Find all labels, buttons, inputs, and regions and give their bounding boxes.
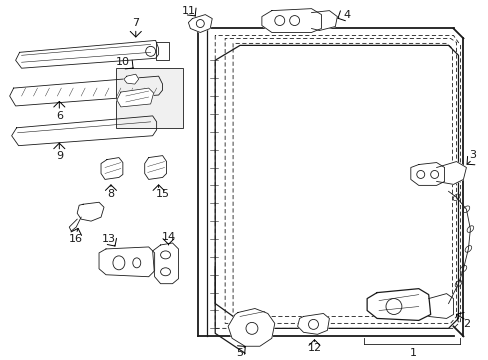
- Text: 6: 6: [56, 111, 62, 121]
- Polygon shape: [428, 294, 452, 319]
- Polygon shape: [410, 163, 444, 185]
- Polygon shape: [123, 74, 139, 84]
- Polygon shape: [77, 202, 104, 221]
- Text: 8: 8: [107, 189, 114, 199]
- Polygon shape: [144, 156, 166, 179]
- Text: 3: 3: [468, 150, 475, 159]
- Polygon shape: [188, 15, 212, 32]
- Text: 5: 5: [236, 348, 243, 358]
- Text: 1: 1: [409, 348, 416, 358]
- Polygon shape: [227, 309, 274, 346]
- Text: 10: 10: [116, 57, 130, 67]
- Polygon shape: [117, 88, 153, 107]
- Polygon shape: [99, 247, 154, 277]
- Polygon shape: [311, 11, 337, 31]
- Text: 16: 16: [69, 234, 83, 244]
- Text: 4: 4: [343, 10, 350, 19]
- Polygon shape: [10, 76, 162, 106]
- Polygon shape: [12, 116, 156, 146]
- Polygon shape: [436, 162, 466, 184]
- Polygon shape: [152, 243, 178, 284]
- Text: 15: 15: [155, 189, 169, 199]
- Text: 9: 9: [56, 150, 63, 161]
- Text: 2: 2: [462, 319, 469, 329]
- Polygon shape: [101, 158, 122, 179]
- Polygon shape: [366, 289, 430, 320]
- FancyBboxPatch shape: [116, 68, 183, 128]
- Polygon shape: [155, 42, 168, 60]
- Text: 14: 14: [161, 232, 175, 242]
- Text: 12: 12: [307, 343, 321, 353]
- Polygon shape: [262, 9, 321, 32]
- Text: 13: 13: [102, 234, 116, 244]
- Text: 7: 7: [132, 18, 139, 27]
- Polygon shape: [16, 40, 158, 68]
- Polygon shape: [69, 217, 81, 231]
- Text: 11: 11: [181, 6, 195, 15]
- Polygon shape: [297, 314, 329, 334]
